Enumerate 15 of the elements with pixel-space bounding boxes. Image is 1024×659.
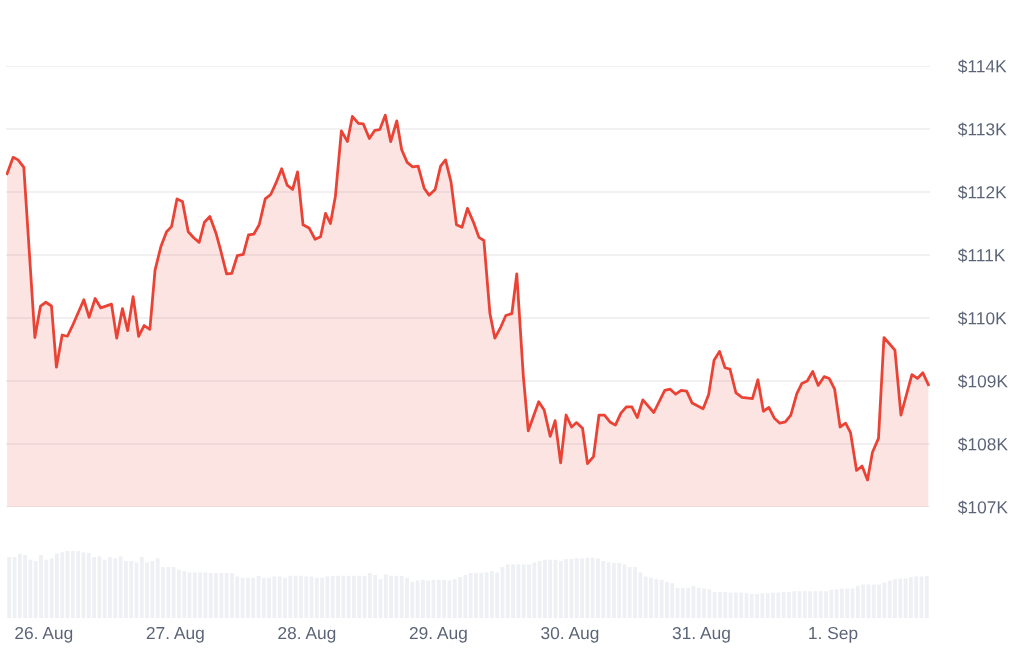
x-tick-label: 26. Aug [15, 626, 73, 643]
y-tick-label: $113K [957, 122, 1007, 137]
y-tick-label: $114K [957, 59, 1007, 74]
y-tick-label: $110K [957, 311, 1007, 326]
x-tick-label: 28. Aug [278, 626, 336, 643]
y-tick-label: $112K [957, 185, 1007, 200]
x-tick-label: 30. Aug [541, 626, 599, 643]
x-tick-label: 31. Aug [672, 626, 730, 643]
y-tick-label: $108K [957, 437, 1008, 452]
x-tick-label: 27. Aug [146, 626, 204, 643]
y-tick-label: $111K [957, 248, 1006, 263]
y-tick-label: $107K [957, 500, 1008, 515]
x-tick-label: 1. Sep [809, 626, 858, 643]
x-tick-label: 29. Aug [409, 626, 467, 643]
y-tick-label: $109K [957, 374, 1008, 389]
